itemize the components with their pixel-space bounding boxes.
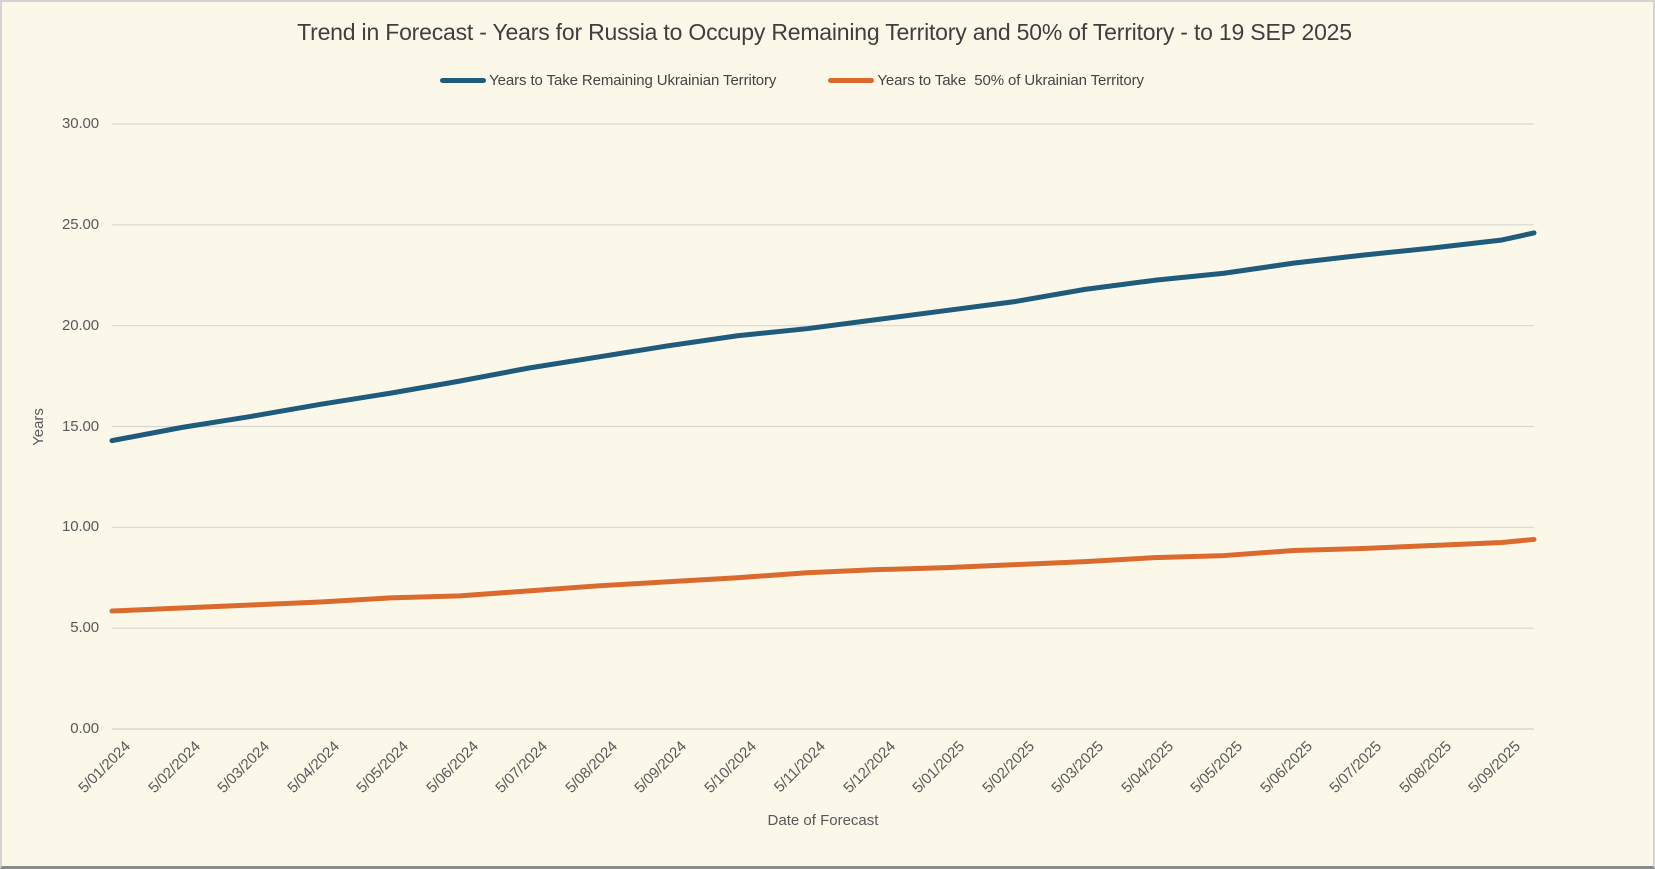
x-tick-label: 5/05/2025	[1187, 738, 1247, 797]
y-tick-label: 30.00	[61, 115, 99, 132]
x-tick-label: 5/08/2025	[1395, 738, 1455, 797]
x-tick-label: 5/11/2024	[771, 738, 830, 796]
x-tick-label: 5/07/2024	[492, 738, 552, 797]
x-tick-label: 5/02/2025	[978, 738, 1038, 797]
y-tick-label: 15.00	[61, 417, 99, 435]
series-line-remaining-territory	[109, 230, 1537, 444]
x-tick-label: 5/09/2025	[1465, 738, 1525, 797]
x-tick-label: 5/10/2024	[700, 738, 760, 797]
chart-title: Trend in Forecast - Years for Russia to …	[297, 19, 1352, 45]
y-axis-title: Years	[30, 407, 47, 446]
legend-line-swatch-orange	[828, 78, 875, 83]
y-tick-label: 5.00	[70, 619, 99, 637]
x-tick-label: 5/01/2025	[909, 738, 969, 797]
y-tick-label: 25.00	[61, 215, 99, 233]
legend-line-swatch-blue	[440, 78, 487, 83]
x-tick-label: 5/05/2024	[353, 738, 413, 797]
x-tick-label: 5/01/2024	[75, 738, 135, 797]
legend-item-50pct-territory: Years to Take 50% of Ukrainian Territory	[828, 72, 1144, 89]
x-tick-label: 5/12/2024	[839, 738, 899, 797]
series-line-50pct-territory	[109, 536, 1537, 614]
x-tick-label: 5/04/2025	[1117, 738, 1177, 797]
x-tick-label: 5/03/2025	[1048, 738, 1108, 797]
x-tick-label: 5/02/2024	[144, 738, 204, 797]
legend: Years to Take Remaining Ukrainian Territ…	[2, 72, 1582, 89]
x-tick-label: 5/03/2024	[214, 738, 274, 797]
x-tick-label: 5/08/2024	[561, 738, 621, 797]
legend-item-remaining-territory: Years to Take Remaining Ukrainian Territ…	[440, 72, 776, 89]
y-tick-label: 0.00	[70, 720, 99, 737]
x-tick-label: 5/06/2025	[1256, 738, 1316, 797]
y-tick-label: 10.00	[61, 518, 99, 536]
x-tick-label: 5/04/2024	[283, 738, 343, 797]
x-tick-label: 5/07/2025	[1326, 738, 1386, 797]
legend-label-remaining-territory: Years to Take Remaining Ukrainian Territ…	[489, 72, 777, 89]
legend-label-50pct-territory: Years to Take 50% of Ukrainian Territory	[877, 72, 1144, 89]
x-axis-title: Date of Forecast	[767, 812, 879, 829]
x-tick-label: 5/06/2024	[422, 738, 482, 797]
x-tick-label: 5/09/2024	[631, 738, 691, 797]
y-tick-label: 20.00	[61, 316, 99, 334]
